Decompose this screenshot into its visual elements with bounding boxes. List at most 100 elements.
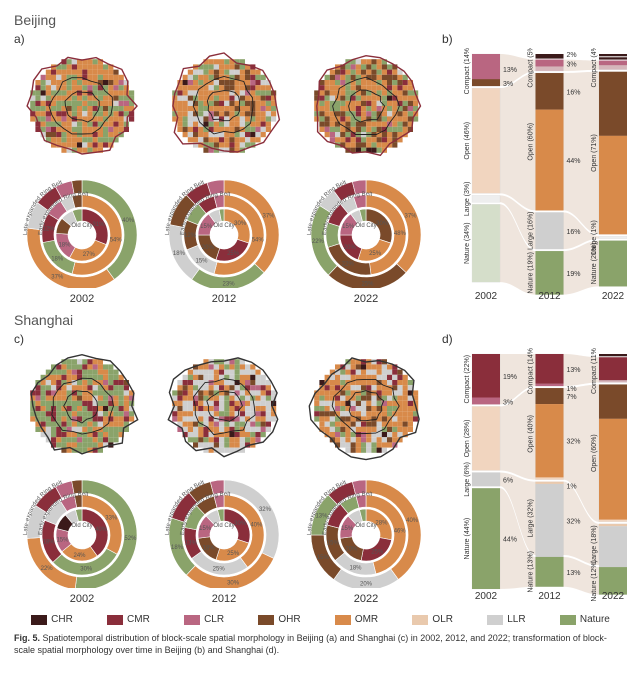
svg-text:40%: 40% xyxy=(122,218,135,224)
svg-text:37%: 37% xyxy=(51,275,64,281)
svg-text:Compact (5%): Compact (5%) xyxy=(528,48,535,88)
panel-label: c) xyxy=(14,332,434,346)
svg-text:33%: 33% xyxy=(105,516,118,522)
legend: CHR CMR CLR OHR OMR OLR LLR Nature xyxy=(14,612,627,627)
svg-text:15%: 15% xyxy=(56,537,69,543)
svg-text:25%: 25% xyxy=(227,251,240,257)
svg-text:1%: 1% xyxy=(567,386,577,393)
svg-text:54%: 54% xyxy=(252,237,265,243)
svg-text:16%: 16% xyxy=(567,229,581,236)
svg-text:22%: 22% xyxy=(41,566,54,572)
svg-text:Large (18%): Large (18%) xyxy=(591,525,598,564)
svg-text:20%: 20% xyxy=(360,582,373,588)
svg-text:32%: 32% xyxy=(567,519,581,526)
svg-text:Nature (44%): Nature (44%) xyxy=(464,518,471,560)
svg-text:2002: 2002 xyxy=(475,591,498,602)
svg-text:30%: 30% xyxy=(234,521,247,527)
svg-text:15%: 15% xyxy=(200,224,213,230)
svg-text:Nature (12%): Nature (12%) xyxy=(591,560,598,602)
svg-text:13%: 13% xyxy=(185,540,198,546)
svg-text:20%: 20% xyxy=(344,245,357,251)
svg-text:23%: 23% xyxy=(223,281,236,287)
legend-label: OHR xyxy=(278,614,300,625)
svg-text:13%: 13% xyxy=(503,67,517,74)
legend-item: CMR xyxy=(107,614,150,625)
figure-caption: Fig. 5. Spatiotemporal distribution of b… xyxy=(14,633,627,656)
svg-text:40%: 40% xyxy=(406,518,419,524)
svg-text:Old City: Old City xyxy=(213,523,234,529)
svg-text:48%: 48% xyxy=(394,231,407,237)
svg-text:6%: 6% xyxy=(503,477,513,484)
svg-text:18%: 18% xyxy=(173,251,186,257)
svg-text:Compact (14%): Compact (14%) xyxy=(464,48,471,94)
sankey-chart: 2%1%1%13%3%Compact (14%)Open (46%)Large … xyxy=(442,48,627,303)
svg-text:Compact (4%): Compact (4%) xyxy=(591,48,598,88)
year-label: 2012 xyxy=(156,293,292,305)
svg-text:15%: 15% xyxy=(199,526,212,532)
panel-label: b) xyxy=(442,32,627,46)
legend-item: CLR xyxy=(184,614,224,625)
svg-text:Nature (34%): Nature (34%) xyxy=(464,222,471,264)
svg-text:13%: 13% xyxy=(567,367,581,374)
legend-item: CHR xyxy=(31,614,73,625)
svg-text:15%: 15% xyxy=(341,526,354,532)
map-svg xyxy=(159,348,289,468)
svg-text:7%: 7% xyxy=(567,394,577,401)
svg-text:18%: 18% xyxy=(51,256,64,262)
svg-text:32%: 32% xyxy=(567,439,581,446)
svg-text:Compact (22%): Compact (22%) xyxy=(464,355,471,404)
svg-text:40%: 40% xyxy=(95,527,108,533)
svg-text:2%: 2% xyxy=(567,52,577,59)
svg-text:Compact (14%): Compact (14%) xyxy=(528,348,535,394)
legend-label: LLR xyxy=(507,614,525,625)
svg-text:25%: 25% xyxy=(213,567,226,573)
legend-swatch xyxy=(258,615,274,625)
legend-label: OMR xyxy=(355,614,378,625)
legend-swatch xyxy=(107,615,123,625)
svg-text:15%: 15% xyxy=(342,224,355,230)
ring-chart: 52%22%33%30%18%40%24%15%Late-expanded Ri… xyxy=(17,473,147,588)
ring-chart: 32%30%18%40%25%13%30%25%18%15%Late-expan… xyxy=(159,473,289,588)
legend-label: CMR xyxy=(127,614,150,625)
svg-text:Open (28%): Open (28%) xyxy=(464,420,471,458)
svg-text:15%: 15% xyxy=(327,540,340,546)
svg-text:25%: 25% xyxy=(362,281,375,287)
svg-text:2022: 2022 xyxy=(602,291,625,302)
panel-label: a) xyxy=(14,32,434,46)
svg-text:18%: 18% xyxy=(171,545,184,551)
svg-text:Open (40%): Open (40%) xyxy=(528,415,535,453)
svg-text:2012: 2012 xyxy=(538,591,561,602)
svg-text:13%: 13% xyxy=(567,570,581,577)
svg-text:25%: 25% xyxy=(371,550,384,556)
svg-text:30%: 30% xyxy=(80,567,93,573)
legend-item: LLR xyxy=(487,614,525,625)
svg-text:22%: 22% xyxy=(342,262,355,268)
year-label: 2022 xyxy=(298,593,434,605)
svg-text:37%: 37% xyxy=(405,214,418,220)
ring-chart: 37%25%22%48%22%30%25%20%15%Late-expanded… xyxy=(301,173,431,288)
map-svg xyxy=(301,348,431,468)
legend-label: OLR xyxy=(432,614,453,625)
legend-label: Nature xyxy=(580,614,610,625)
svg-text:2022: 2022 xyxy=(602,591,625,602)
map-svg xyxy=(17,348,147,468)
svg-text:20%: 20% xyxy=(345,547,358,553)
svg-text:16%: 16% xyxy=(567,89,581,96)
svg-text:Old City: Old City xyxy=(71,223,92,229)
svg-text:Large (32%): Large (32%) xyxy=(528,499,535,538)
svg-text:32%: 32% xyxy=(259,507,272,513)
svg-text:37%: 37% xyxy=(263,214,276,220)
legend-swatch xyxy=(412,615,428,625)
svg-text:Open (60%): Open (60%) xyxy=(591,434,598,472)
panel-label: d) xyxy=(442,332,627,346)
legend-item: Nature xyxy=(560,614,610,625)
svg-text:3%: 3% xyxy=(503,400,513,407)
svg-text:3%: 3% xyxy=(567,62,577,69)
svg-text:Old City: Old City xyxy=(355,523,376,529)
legend-item: OMR xyxy=(335,614,378,625)
svg-text:15%: 15% xyxy=(317,555,330,561)
legend-swatch xyxy=(335,615,351,625)
svg-text:30%: 30% xyxy=(227,581,240,587)
svg-text:Nature (19%): Nature (19%) xyxy=(528,252,535,294)
svg-text:Large (6%): Large (6%) xyxy=(464,462,471,497)
